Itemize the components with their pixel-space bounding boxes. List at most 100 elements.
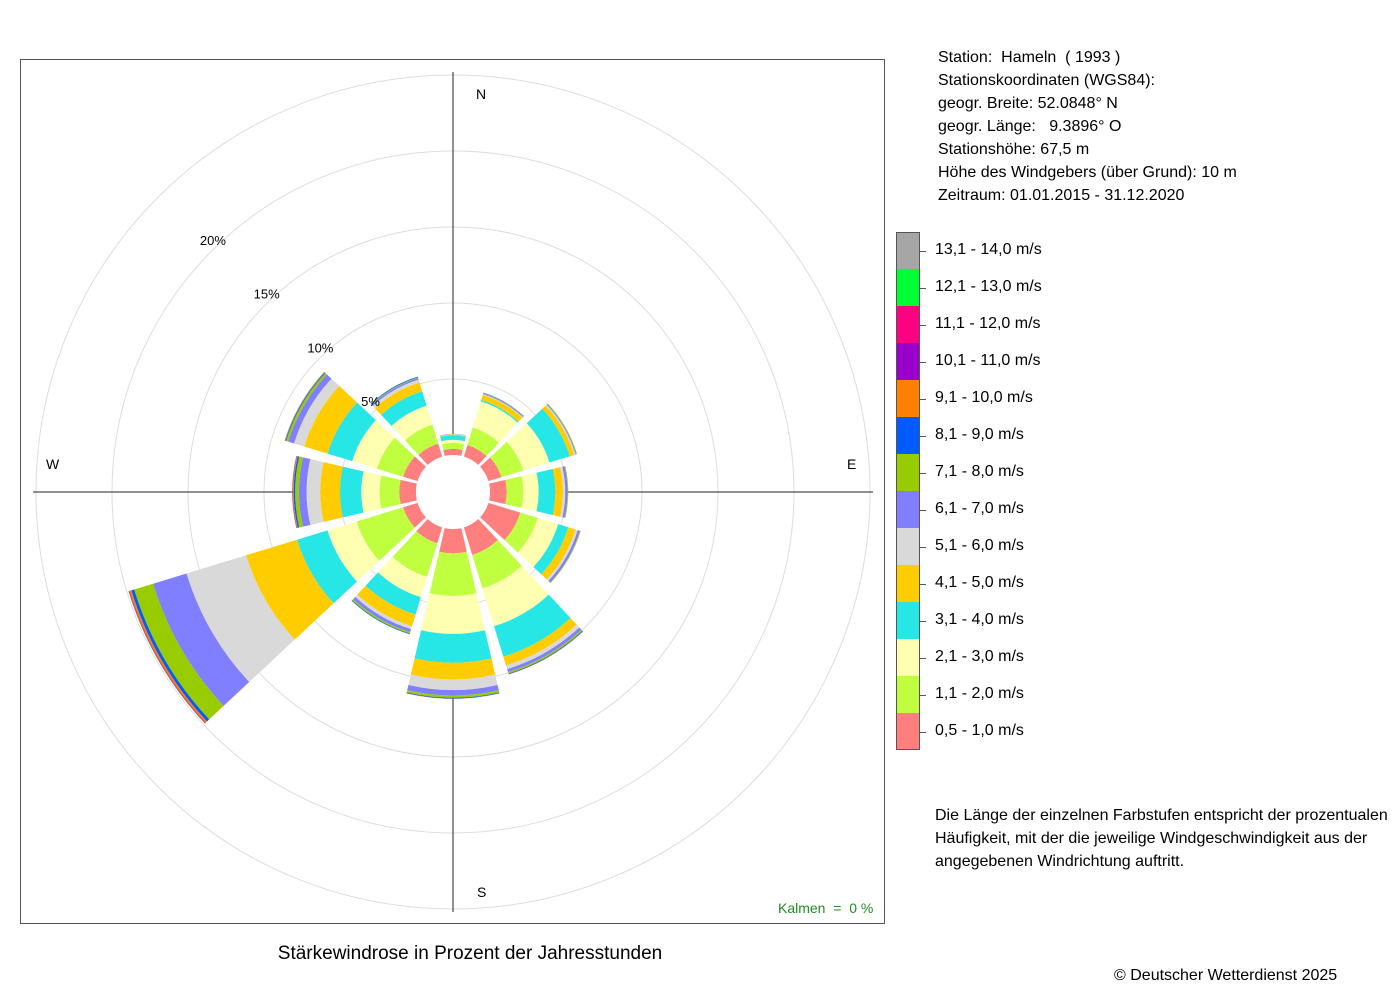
legend-swatch <box>896 491 920 528</box>
sector-segment-30-1 <box>463 444 487 465</box>
sector-segment-90-4 <box>536 468 556 516</box>
legend-tick <box>920 287 926 289</box>
sector-segment-270-9 <box>293 456 300 528</box>
legend-tick <box>920 694 926 696</box>
wind-rose-chart: N E S W 5% 10% 15% 20% <box>33 72 873 912</box>
sector-segment-240-1 <box>403 502 426 528</box>
sector-segment-300-5 <box>304 385 358 454</box>
legend-label: 12,1 - 13,0 m/s <box>935 277 1042 295</box>
sector-segment-30-5 <box>481 394 523 422</box>
legend-tick <box>920 398 926 400</box>
legend-tick <box>920 324 926 326</box>
sector-segment-60-4 <box>526 408 570 463</box>
direction-label-n: N <box>476 86 486 102</box>
copyright: © Deutscher Wetterdienst 2025 <box>1114 967 1338 984</box>
legend-swatch <box>896 417 920 454</box>
sector-segment-240-5 <box>246 539 334 640</box>
sector-segment-120-4 <box>533 524 569 575</box>
sector-segment-240-7 <box>153 573 250 706</box>
legend-label: 7,1 - 8,0 m/s <box>935 462 1024 480</box>
wind-sectors <box>128 371 584 724</box>
sector-segment-240-8 <box>134 583 224 720</box>
legend-tick <box>920 361 926 363</box>
sector-segment-180-7 <box>407 685 499 696</box>
sector-segment-300-6 <box>294 378 340 447</box>
sector-segment-0-2 <box>441 442 465 451</box>
sector-segment-60-6 <box>545 404 576 455</box>
sector-segment-180-4 <box>414 630 492 663</box>
legend-tick <box>920 620 926 622</box>
sector-segment-90-6 <box>560 466 566 518</box>
sector-segment-150-7 <box>507 627 582 673</box>
sector-segment-330-5 <box>374 382 423 415</box>
sector-segment-180-8 <box>406 690 500 698</box>
legend-swatch <box>896 306 920 343</box>
sector-segment-90-3 <box>521 472 539 512</box>
sector-segment-90-2 <box>505 476 524 508</box>
sector-segment-270-1 <box>399 479 417 505</box>
legend-label: 1,1 - 2,0 m/s <box>935 684 1024 702</box>
sector-segment-210-7 <box>353 596 412 633</box>
sector-segment-180-9 <box>406 692 500 699</box>
legend-label: 5,1 - 6,0 m/s <box>935 536 1024 554</box>
legend-tick <box>920 546 926 548</box>
direction-label-s: S <box>477 884 486 900</box>
sector-segment-330-3 <box>391 405 433 441</box>
sector-segment-90-7 <box>562 466 568 518</box>
sector-segment-330-1 <box>418 443 443 465</box>
sector-segment-270-5 <box>320 462 343 522</box>
legend-swatch <box>896 380 920 417</box>
chart-title: Stärkewindrose in Prozent der Jahresstun… <box>277 943 663 964</box>
sector-segment-330-6 <box>372 379 420 409</box>
sector-segment-300-7 <box>288 374 332 444</box>
sector-segment-210-4 <box>365 572 421 615</box>
sector-segment-180-2 <box>429 551 477 596</box>
sector-segment-180-3 <box>421 593 485 634</box>
legend-tick <box>920 583 926 585</box>
sector-segment-270-4 <box>340 466 364 518</box>
station-info: Station: Hameln ( 1993 ) Stationskoordin… <box>938 46 1237 207</box>
legend-label: 0,5 - 1,0 m/s <box>935 721 1024 739</box>
sensor-height: Höhe des Windgebers (über Grund): 10 m <box>938 164 1237 181</box>
sector-segment-270-12 <box>292 455 297 529</box>
sector-segment-90-1 <box>489 479 507 505</box>
sector-segment-210-5 <box>357 585 416 627</box>
legend-tick <box>920 731 926 733</box>
sector-segment-150-4 <box>494 594 571 657</box>
sector-segment-120-2 <box>504 512 538 553</box>
sector-segment-270-7 <box>298 457 311 527</box>
legend-label: 11,1 - 12,0 m/s <box>935 314 1041 332</box>
sector-segment-270-3 <box>361 471 382 513</box>
direction-label-w: W <box>46 456 60 472</box>
legend-label: 4,1 - 5,0 m/s <box>935 573 1024 591</box>
legend-label: 9,1 - 10,0 m/s <box>935 388 1033 406</box>
sector-segment-180-1 <box>439 528 467 554</box>
legend-swatch <box>896 454 920 491</box>
legend-tick <box>920 657 926 659</box>
legend-swatch <box>896 269 920 306</box>
legend-swatch <box>896 713 920 750</box>
legend-tick <box>920 472 926 474</box>
sector-segment-240-6 <box>186 555 295 683</box>
period: Zeitraum: 01.01.2015 - 31.12.2020 <box>938 187 1185 204</box>
sector-segment-0-1 <box>443 448 463 456</box>
plot-frame <box>20 59 885 924</box>
direction-label-e: E <box>847 456 856 472</box>
sector-segment-60-1 <box>480 457 502 482</box>
sector-segment-30-3 <box>472 401 518 443</box>
sector-segment-210-2 <box>392 531 438 577</box>
sector-segment-0-5 <box>440 434 466 437</box>
sector-segment-210-3 <box>378 556 428 598</box>
sector-segment-180-6 <box>408 674 498 691</box>
sector-segment-60-2 <box>490 441 524 478</box>
sector-segment-150-6 <box>506 624 580 670</box>
legend-swatch <box>896 639 920 676</box>
legend-swatch <box>896 676 920 713</box>
sector-segment-120-7 <box>548 530 580 583</box>
radial-tick-label: 15% <box>254 287 280 302</box>
sector-segment-270-10 <box>292 455 298 529</box>
sector-segment-30-2 <box>467 427 499 457</box>
sector-segment-270-13 <box>292 455 297 529</box>
sector-segment-90-5 <box>552 467 563 517</box>
latitude: geogr. Breite: 52.0848° N <box>938 95 1118 112</box>
